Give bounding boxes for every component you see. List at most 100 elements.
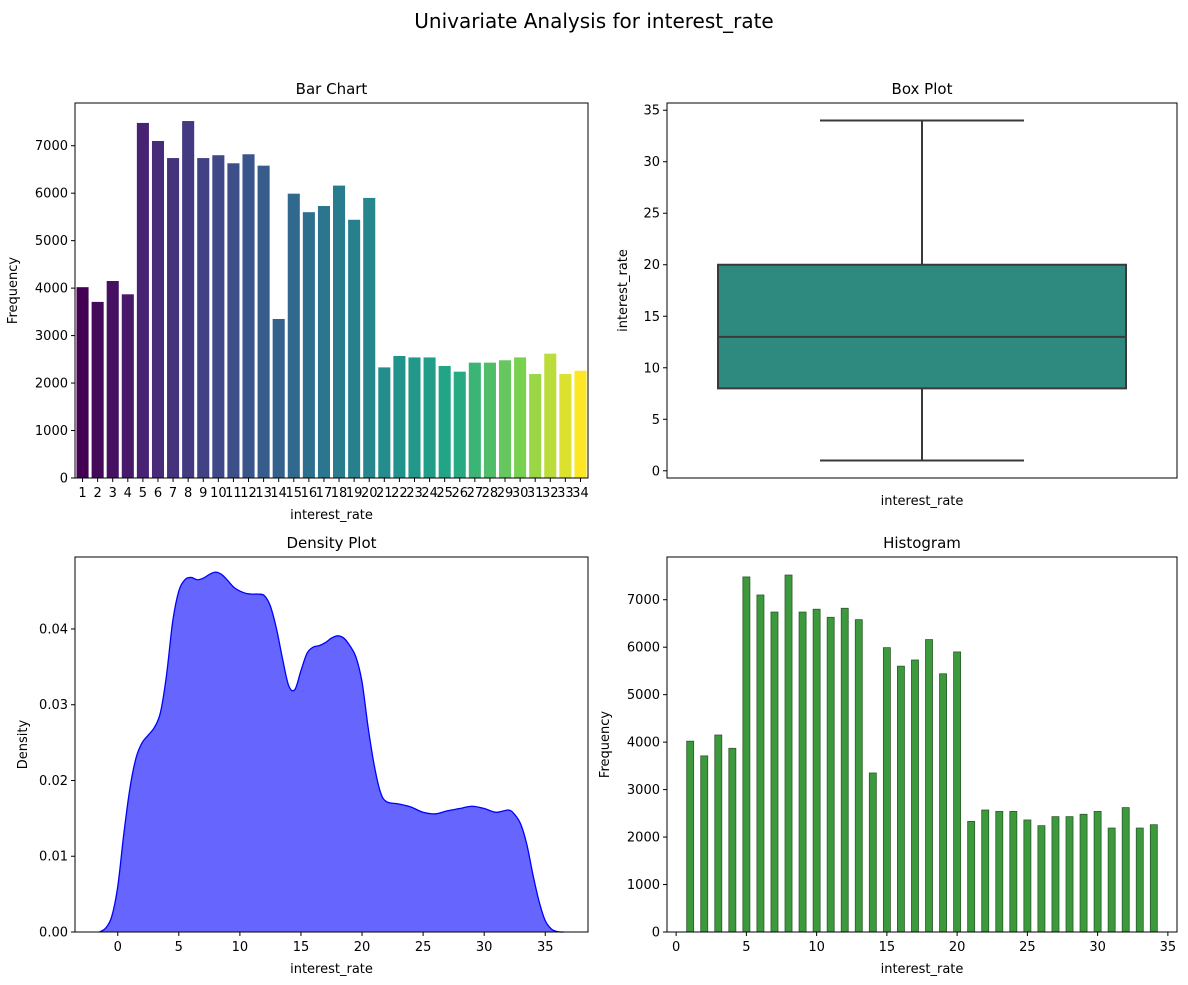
y-tick-label: 0 — [60, 472, 68, 487]
density-area — [99, 572, 564, 932]
x-tick-label: 28 — [482, 486, 499, 501]
histogram-bar — [854, 619, 863, 933]
x-tick-label: 15 — [286, 486, 303, 501]
x-tick-label: 25 — [415, 940, 432, 955]
histogram-bar — [981, 809, 990, 933]
histogram-bar — [1093, 811, 1102, 933]
y-tick-label: 4000 — [35, 282, 68, 297]
x-tick-label: 2 — [93, 486, 101, 501]
histogram-bar — [812, 608, 821, 933]
y-tick-label: 2000 — [627, 831, 660, 846]
plot-frame — [74, 102, 589, 479]
bar — [348, 219, 361, 478]
x-tick-label: 22 — [391, 486, 408, 501]
histogram-bar — [742, 576, 751, 933]
x-tick-label: 29 — [497, 486, 514, 501]
bar — [121, 294, 134, 478]
y-tick-label: 4000 — [627, 736, 660, 751]
x-tick-label: 16 — [301, 486, 318, 501]
x-tick-label: 30 — [1089, 940, 1106, 955]
histogram-bar — [1135, 827, 1144, 933]
x-tick-label: 35 — [537, 940, 554, 955]
histogram-bar — [1037, 825, 1046, 933]
bar — [438, 365, 451, 478]
plot-frame — [666, 556, 1178, 933]
histogram-bar — [1023, 819, 1032, 933]
histogram-bar — [714, 734, 723, 933]
x-tick-label: 15 — [293, 940, 310, 955]
bar — [408, 357, 421, 478]
y-tick-label: 0.04 — [39, 622, 68, 637]
histogram-bar — [882, 647, 891, 933]
histogram-bar — [784, 574, 793, 933]
histogram-bar — [826, 616, 835, 933]
histogram-bar — [1079, 813, 1088, 933]
x-tick-label: 0 — [114, 940, 122, 955]
histogram-bar — [995, 811, 1004, 933]
histogram-bar — [1051, 816, 1060, 933]
panel-title: Density Plot — [286, 534, 376, 552]
histogram-bar — [897, 665, 905, 933]
histogram-panel: 0 5 10 15 20 25 30 35 0 1000 2000 3000 4000 5000 6000 7… — [598, 534, 1178, 977]
x-tick-label: 24 — [421, 486, 438, 501]
y-tick-label: 0.00 — [39, 926, 68, 941]
x-tick-label: 4 — [124, 486, 132, 501]
histogram-bar — [756, 594, 765, 933]
bar — [302, 212, 315, 478]
bar — [227, 163, 240, 479]
y-tick-label: 7000 — [35, 139, 68, 154]
bar — [272, 318, 285, 478]
x-tick-label: 21 — [376, 486, 393, 501]
x-tick-label: 33 — [557, 486, 574, 501]
bar — [167, 158, 180, 478]
x-tick-label: 5 — [139, 486, 147, 501]
x-tick-label: 14 — [270, 486, 287, 501]
bar — [317, 206, 330, 478]
box — [717, 263, 1127, 390]
histogram-bar — [939, 673, 947, 933]
x-tick-label: 20 — [949, 940, 966, 955]
y-axis-label: Frequency — [598, 711, 613, 778]
y-tick-label: 25 — [643, 207, 660, 222]
x-tick-label: 20 — [361, 486, 378, 501]
y-tick-label: 5000 — [627, 688, 660, 703]
x-axis-label: interest_rate — [290, 508, 373, 523]
x-tick-label: 3 — [109, 486, 117, 501]
x-tick-label: 7 — [169, 486, 177, 501]
histogram-bar — [1107, 827, 1116, 933]
x-tick-label: 13 — [255, 486, 272, 501]
plot-frame — [74, 556, 589, 933]
y-tick-label: 0.01 — [39, 850, 68, 865]
bar — [363, 197, 376, 478]
x-axis-label: interest_rate — [881, 494, 964, 509]
bar — [257, 165, 270, 478]
x-tick-label: 9 — [199, 486, 207, 501]
histogram-bar — [925, 639, 933, 933]
x-axis-label: interest_rate — [290, 962, 373, 977]
y-tick-label: 1000 — [627, 878, 660, 893]
y-tick-label: 5000 — [35, 234, 68, 249]
y-tick-label: 0.03 — [39, 698, 68, 713]
y-tick-label: 7000 — [627, 593, 660, 608]
histogram-bar — [700, 755, 709, 933]
bar — [136, 122, 149, 478]
y-axis-label: interest_rate — [616, 249, 631, 332]
bar — [242, 154, 255, 479]
bar-chart-panel: 1 2 3 4 5 6 7 8 9 1011121314151617181920212223242… — [6, 80, 589, 523]
y-tick-label: 15 — [643, 310, 660, 325]
histogram-bar — [840, 607, 849, 933]
bar — [514, 357, 527, 478]
y-tick-label: 5 — [652, 413, 660, 428]
x-tick-label: 6 — [154, 486, 162, 501]
density-line — [99, 571, 564, 933]
x-tick-label: 10 — [232, 940, 249, 955]
bar — [197, 158, 210, 478]
y-tick-label: 6000 — [627, 641, 660, 656]
histogram-bar — [798, 611, 807, 933]
y-tick-label: 20 — [643, 258, 660, 273]
y-tick-label: 10 — [643, 361, 660, 376]
x-tick-label: 1 — [78, 486, 86, 501]
y-tick-label: 0 — [652, 464, 660, 479]
